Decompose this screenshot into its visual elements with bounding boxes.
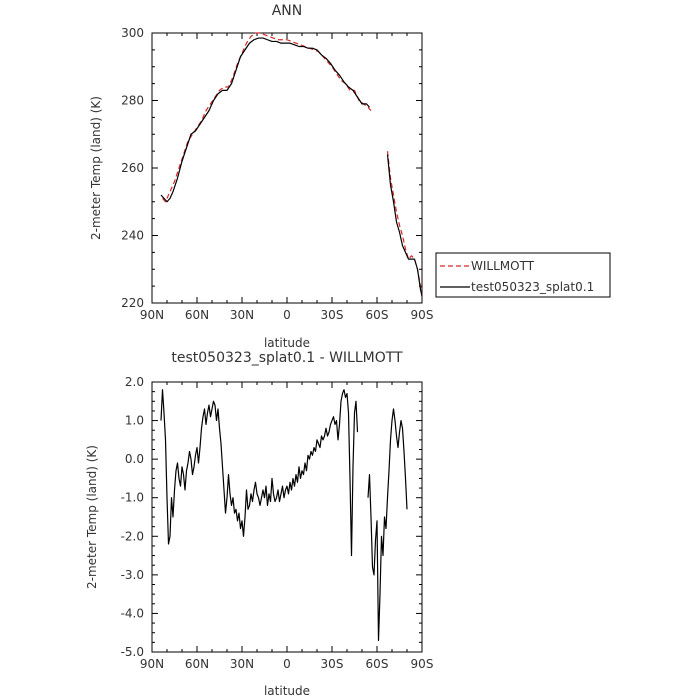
series-line-willmott: [162, 32, 372, 203]
y-tick-label: -3.0: [121, 568, 144, 582]
panel-title: test050323_splat0.1 - WILLMOTT: [171, 350, 403, 366]
y-tick-label: 240: [121, 229, 144, 243]
axis-ticks: 90N 60N 30N 0 30S 60S 90S 220 240 260 280 300: [121, 26, 433, 322]
x-tick-label: 30S: [321, 657, 344, 671]
x-tick-label: 60N: [185, 308, 209, 322]
y-tick-label: -1.0: [121, 491, 144, 505]
series-lines: [160, 32, 423, 297]
y-tick-label: 300: [121, 26, 144, 40]
x-tick-label: 60S: [366, 657, 389, 671]
y-tick-label: 2.0: [125, 375, 144, 389]
x-tick-label: 60S: [366, 308, 389, 322]
y-tick-label: -2.0: [121, 529, 144, 543]
y-tick-label: 1.0: [125, 414, 144, 428]
x-tick-label: 90S: [411, 308, 434, 322]
series-line-test050323-splat0-1: [386, 154, 423, 297]
y-tick-label: 280: [121, 94, 144, 108]
x-axis-label: latitude: [264, 336, 310, 350]
panel-difference: test050323_splat0.1 - WILLMOTT 90N 60N 30N…: [85, 350, 433, 698]
axis-ticks: 90N 60N 30N 0 30S 60S 90S -5.0 -4.0 -3.0 -2.0 -1.0 0…: [121, 375, 434, 671]
series-line-willmott: [386, 151, 423, 297]
y-tick-label: 260: [121, 161, 144, 175]
panel-title: ANN: [272, 3, 303, 19]
x-tick-label: 0: [283, 308, 291, 322]
x-tick-label: 0: [283, 657, 291, 671]
plot-frame: [151, 32, 423, 304]
legend-label-model: test050323_splat0.1: [471, 280, 594, 294]
x-tick-label: 90N: [140, 657, 164, 671]
series-line-test050323-splat0-1: [160, 37, 370, 203]
x-tick-label: 90S: [411, 657, 434, 671]
x-tick-label: 30N: [230, 308, 254, 322]
panel-annual-temperature: ANN 90N 60N 30N 0 30S 60S 90S 220 240 260 280 300 l…: [89, 3, 433, 350]
series-lines: [160, 389, 408, 642]
x-tick-label: 30S: [321, 308, 344, 322]
x-tick-label: 60N: [185, 657, 209, 671]
y-axis-label: 2-meter Temp (land) (K): [85, 445, 99, 589]
plot-frame: [151, 381, 423, 653]
legend-label-willmott: WILLMOTT: [471, 259, 535, 273]
y-tick-label: -4.0: [121, 606, 144, 620]
series-line-difference: [160, 389, 359, 557]
legend: WILLMOTT test050323_splat0.1: [435, 252, 611, 298]
y-axis-label: 2-meter Temp (land) (K): [89, 96, 103, 240]
legend-box: [435, 252, 611, 298]
x-tick-label: 30N: [230, 657, 254, 671]
y-tick-label: 0.0: [125, 452, 144, 466]
x-tick-label: 90N: [140, 308, 164, 322]
x-axis-label: latitude: [264, 684, 310, 698]
y-tick-label: -5.0: [121, 645, 144, 659]
y-tick-label: 220: [121, 296, 144, 310]
series-line-difference: [367, 408, 408, 642]
